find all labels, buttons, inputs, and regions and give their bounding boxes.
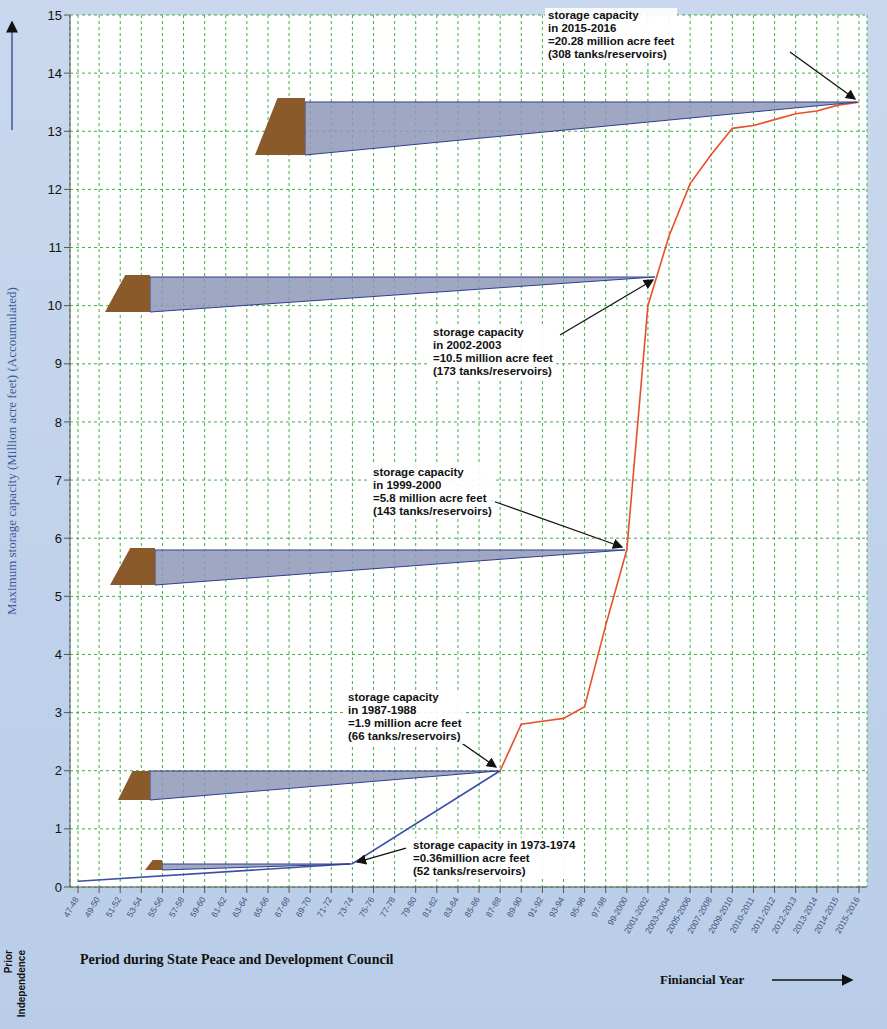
svg-text:53-54: 53-54 bbox=[125, 895, 145, 919]
svg-text:Finiancial Year: Finiancial Year bbox=[660, 972, 745, 987]
svg-text:8: 8 bbox=[55, 415, 62, 430]
svg-text:2014-2015: 2014-2015 bbox=[811, 895, 841, 936]
svg-text:2011-2012: 2011-2012 bbox=[748, 895, 778, 935]
html-text:=10.5 million acre feet: =10.5 million acre feet bbox=[433, 352, 553, 364]
svg-text:55-56: 55-56 bbox=[146, 895, 166, 919]
svg-text:2007-2008: 2007-2008 bbox=[685, 895, 715, 936]
svg-text:67-68: 67-68 bbox=[272, 895, 292, 919]
svg-text:73-74: 73-74 bbox=[336, 895, 356, 919]
svg-text:2: 2 bbox=[55, 763, 62, 778]
svg-text:83-84: 83-84 bbox=[441, 895, 461, 919]
svg-text:57-58: 57-58 bbox=[167, 895, 187, 919]
svg-text:99-2000: 99-2000 bbox=[605, 895, 630, 928]
svg-text:77-78: 77-78 bbox=[378, 895, 398, 919]
svg-text:75-76: 75-76 bbox=[357, 895, 377, 919]
html-text:(143 tanks/reservoirs): (143 tanks/reservoirs) bbox=[373, 505, 492, 517]
svg-text:91-92: 91-92 bbox=[526, 895, 546, 919]
svg-text:47-48: 47-48 bbox=[61, 895, 81, 919]
svg-text:14: 14 bbox=[48, 66, 62, 81]
html-text:in 2015-2016: in 2015-2016 bbox=[548, 22, 617, 34]
svg-text:3: 3 bbox=[55, 705, 62, 720]
svg-text:13: 13 bbox=[48, 124, 62, 139]
svg-text:63-64: 63-64 bbox=[230, 895, 250, 919]
svg-text:85-86: 85-86 bbox=[462, 895, 482, 919]
svg-text:12: 12 bbox=[48, 182, 62, 197]
svg-text:11: 11 bbox=[49, 240, 63, 255]
svg-text:87-88: 87-88 bbox=[483, 895, 503, 919]
svg-text:2009-2010: 2009-2010 bbox=[706, 895, 736, 936]
html-text:(66 tanks/reservoirs): (66 tanks/reservoirs) bbox=[348, 730, 461, 742]
html-text:(173 tanks/reservoirs): (173 tanks/reservoirs) bbox=[433, 365, 552, 377]
html-text:=0.36million acre feet: =0.36million acre feet bbox=[413, 852, 530, 864]
svg-text:7: 7 bbox=[55, 473, 62, 488]
svg-text:49-50: 49-50 bbox=[82, 895, 102, 919]
svg-text:51-52: 51-52 bbox=[104, 895, 124, 919]
svg-text:Independence: Independence bbox=[16, 950, 27, 1018]
svg-text:59-60: 59-60 bbox=[188, 895, 208, 919]
svg-text:Maximum storage capacity (Mill: Maximum storage capacity (Million acre f… bbox=[4, 287, 19, 615]
svg-text:Prior: Prior bbox=[3, 950, 14, 973]
svg-text:2001-2002: 2001-2002 bbox=[621, 895, 651, 936]
svg-text:79-80: 79-80 bbox=[399, 895, 419, 919]
svg-text:6: 6 bbox=[55, 531, 62, 546]
svg-text:2005-2006: 2005-2006 bbox=[664, 895, 693, 936]
svg-text:69-70: 69-70 bbox=[293, 895, 313, 919]
html-text:=20.28 million acre feet: =20.28 million acre feet bbox=[548, 35, 675, 47]
svg-text:10: 10 bbox=[48, 298, 62, 313]
svg-text:2010-2011: 2010-2011 bbox=[727, 895, 757, 935]
svg-text:9: 9 bbox=[55, 356, 62, 371]
svg-text:2013-2014: 2013-2014 bbox=[790, 895, 820, 936]
svg-text:2015-2016: 2015-2016 bbox=[833, 895, 862, 935]
svg-text:65-66: 65-66 bbox=[251, 895, 271, 919]
html-text:storage capacity in 1973-1974: storage capacity in 1973-1974 bbox=[413, 839, 576, 851]
html-text:=1.9 million acre feet: =1.9 million acre feet bbox=[348, 717, 462, 729]
svg-text:2003-2004: 2003-2004 bbox=[642, 895, 672, 936]
svg-text:89-90: 89-90 bbox=[505, 895, 525, 919]
html-text:storage capacity: storage capacity bbox=[348, 691, 439, 703]
svg-text:Period during State Peace and: Period during State Peace and Developmen… bbox=[80, 952, 394, 967]
html-text:in 2002-2003: in 2002-2003 bbox=[433, 339, 502, 351]
html-text:=5.8 million acre feet: =5.8 million acre feet bbox=[373, 492, 487, 504]
svg-text:71-72: 71-72 bbox=[315, 895, 335, 919]
html-text:in 1987-1988: in 1987-1988 bbox=[348, 704, 417, 716]
html-text:storage capacity: storage capacity bbox=[373, 466, 464, 478]
html-text:(308 tanks/reservoirs): (308 tanks/reservoirs) bbox=[548, 48, 667, 60]
html-text:in 1999-2000: in 1999-2000 bbox=[373, 479, 442, 491]
html-text:storage capacity: storage capacity bbox=[433, 326, 524, 338]
svg-text:15: 15 bbox=[48, 8, 62, 23]
svg-text:0: 0 bbox=[55, 880, 62, 895]
svg-text:95-96: 95-96 bbox=[568, 895, 588, 919]
svg-text:2012-2013: 2012-2013 bbox=[769, 895, 799, 936]
svg-text:97-98: 97-98 bbox=[589, 895, 609, 919]
svg-text:5: 5 bbox=[55, 589, 62, 604]
html-text:storage capacity: storage capacity bbox=[548, 9, 639, 21]
svg-text:81-82: 81-82 bbox=[420, 895, 440, 919]
svg-text:61-62: 61-62 bbox=[209, 895, 229, 919]
html-text:(52 tanks/reservoirs): (52 tanks/reservoirs) bbox=[413, 865, 526, 877]
svg-text:4: 4 bbox=[55, 647, 62, 662]
svg-text:93-94: 93-94 bbox=[547, 895, 567, 919]
svg-text:1: 1 bbox=[55, 821, 62, 836]
